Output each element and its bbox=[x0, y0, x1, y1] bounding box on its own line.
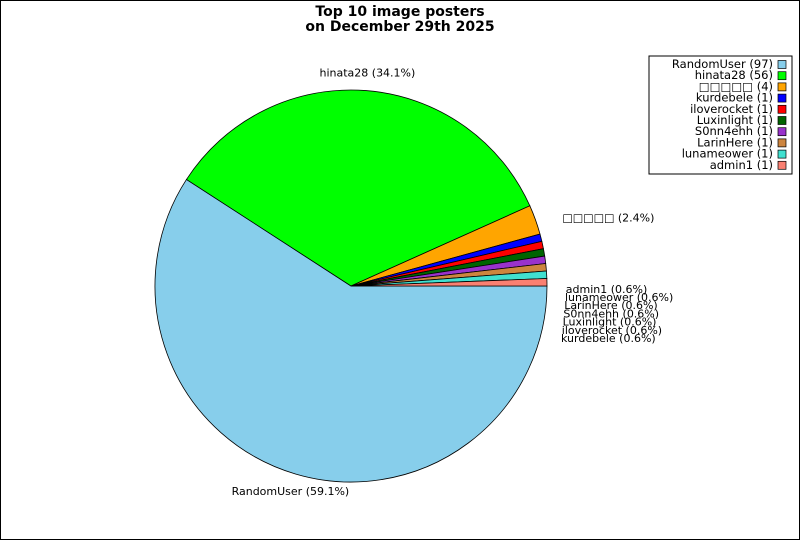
pie-slice-1 bbox=[185, 89, 531, 287]
legend-label-6: S0nn4ehh (1) bbox=[695, 124, 773, 138]
legend-label-3: kurdebele (1) bbox=[696, 91, 773, 105]
slice-label-5: Luxinlight (0.6%) bbox=[563, 316, 657, 329]
pie-slice-9 bbox=[350, 278, 548, 287]
legend-label-1: hinata28 (56) bbox=[695, 68, 773, 82]
slice-label-4: iloverocket (0.6%) bbox=[562, 324, 662, 337]
legend-label-7: LarinHere (1) bbox=[697, 135, 773, 149]
legend-swatch-9 bbox=[777, 160, 787, 170]
chart-title: Top 10 image posters bbox=[315, 4, 484, 20]
legend-swatch-2 bbox=[777, 82, 787, 92]
legend-swatch-3 bbox=[777, 93, 787, 103]
legend-swatch-6 bbox=[777, 127, 787, 137]
slice-label-8: lunameower (0.6%) bbox=[565, 291, 673, 304]
slice-label-9: admin1 (0.6%) bbox=[566, 283, 648, 296]
chart-subtitle: on December 29th 2025 bbox=[305, 19, 494, 35]
legend-label-0: RandomUser (97) bbox=[672, 57, 773, 71]
legend-swatch-8 bbox=[777, 149, 787, 159]
legend-label-8: lunameower (1) bbox=[682, 147, 773, 161]
slice-label-1: hinata28 (34.1%) bbox=[319, 67, 415, 80]
slice-label-6: S0nn4ehh (0.6%) bbox=[563, 307, 659, 320]
slice-labels: RandomUser (59.1%) hinata28 (34.1%) □□□□□ … bbox=[232, 67, 674, 499]
slice-label-7: LarinHere (0.6%) bbox=[564, 299, 658, 312]
pie-slice-0 bbox=[154, 178, 548, 483]
legend-swatch-0 bbox=[777, 60, 787, 69]
legend-label-2: □□□□□ (4) bbox=[699, 79, 773, 93]
legend: RandomUser (97)hinata28 (56)□□□□□ (4)kur… bbox=[648, 55, 793, 175]
pie-slices bbox=[154, 89, 548, 483]
legend-swatch-5 bbox=[777, 116, 787, 125]
legend-label-4: iloverocket (1) bbox=[690, 102, 773, 116]
legend-swatch-7 bbox=[777, 138, 787, 148]
slice-label-3: kurdebele (0.6%) bbox=[561, 332, 656, 345]
legend-box bbox=[648, 55, 793, 175]
legend-label-9: admin1 (1) bbox=[710, 158, 773, 172]
legend-label-5: Luxinlight (1) bbox=[697, 113, 773, 127]
legend-swatch-4 bbox=[777, 104, 787, 114]
slice-label-0: RandomUser (59.1%) bbox=[232, 485, 350, 498]
slice-label-2: □□□□□ (2.4%) bbox=[562, 212, 654, 225]
legend-swatch-1 bbox=[777, 71, 787, 81]
